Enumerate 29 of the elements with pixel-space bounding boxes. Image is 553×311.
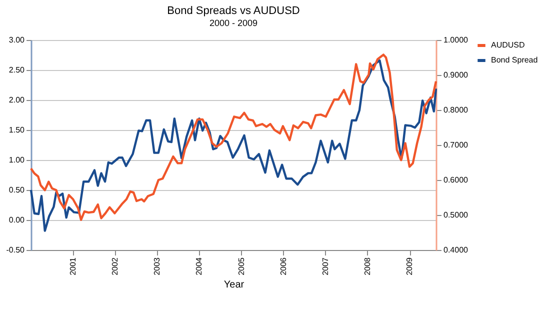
x-tick-label: 2009: [405, 256, 414, 276]
x-tick-label: 2005: [236, 256, 246, 276]
y-tick-label: 2.50: [8, 66, 26, 74]
y2-tick-label: 0.4000: [444, 246, 469, 254]
y2-tick-label: 0.8000: [444, 106, 469, 114]
legend-label: AUDUSD: [491, 40, 526, 50]
chart-subtitle: 2000 - 2009: [209, 18, 258, 28]
x-tick-label: 2004: [194, 256, 204, 276]
y-tick-label: 0.50: [8, 186, 26, 194]
chart-title: Bond Spreads vs AUDUSD: [167, 5, 300, 17]
y-tick-label: 0.00: [8, 216, 26, 224]
y-tick-label: -0.50: [6, 246, 26, 254]
legend-label: Bond Spread: [491, 56, 538, 64]
x-tick-label: 2007: [320, 256, 330, 276]
x-axis-title: Year: [224, 279, 245, 290]
y-tick-label: 1.50: [8, 126, 26, 134]
y2-tick-label: 0.6000: [444, 176, 469, 184]
y2-tick-label: 0.5000: [444, 210, 469, 220]
x-tick-label: 2002: [110, 256, 120, 276]
x-tick-label: 2006: [278, 256, 288, 276]
y-tick-label: 3.00: [8, 36, 26, 44]
y2-tick-label: 0.7000: [444, 140, 469, 150]
y-tick-label: 2.00: [8, 96, 26, 104]
x-tick-label: 2001: [68, 256, 78, 276]
y2-tick-label: 1.0000: [444, 36, 469, 44]
y-tick-label: 1.00: [8, 156, 26, 164]
y2-tick-label: 0.9000: [444, 70, 469, 80]
x-tick-label: 2008: [362, 256, 372, 276]
x-tick-label: 2003: [152, 256, 162, 276]
